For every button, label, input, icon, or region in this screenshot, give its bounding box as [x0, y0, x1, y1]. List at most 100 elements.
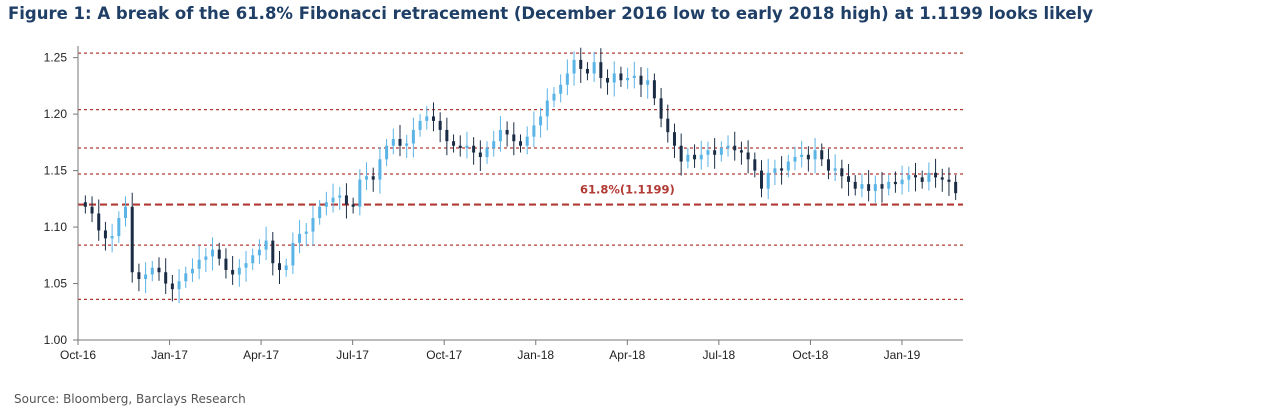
candle-body	[592, 62, 596, 74]
candle-body	[418, 120, 422, 130]
candle-body	[324, 202, 328, 207]
candle-body	[298, 233, 302, 243]
candle-body	[679, 145, 683, 162]
candle-body	[893, 181, 897, 185]
candle-body	[853, 181, 857, 189]
candle-body	[438, 120, 442, 130]
chart-title: Figure 1: A break of the 61.8% Fibonacci…	[8, 4, 1093, 23]
candle-body	[425, 116, 429, 121]
x-axis: Oct-16 Jan-17 Apr-17 Jul-17 Oct-17 Jan-18 Apr-…	[60, 339, 963, 362]
candle-body	[632, 75, 636, 78]
candle-body	[498, 129, 502, 142]
y-tick-label: 1.25	[44, 51, 68, 65]
fibonacci-levels: 61.8%(1.1199)	[78, 52, 963, 300]
candle-body	[579, 59, 583, 69]
candle-body	[626, 77, 630, 81]
candle-body	[371, 176, 375, 180]
candle-body	[666, 118, 670, 133]
candle-body	[766, 172, 770, 189]
candle-body	[733, 145, 737, 151]
candle-body	[83, 202, 87, 207]
candle-body	[505, 129, 509, 135]
candle-body	[237, 267, 241, 275]
candle-body	[599, 62, 603, 78]
source-note: Source: Bloomberg, Barclays Research	[14, 392, 246, 406]
candle-body	[465, 145, 469, 148]
candle-body	[806, 154, 810, 160]
candle-body	[431, 116, 435, 121]
candle-body	[385, 145, 389, 160]
candle-body	[753, 159, 757, 171]
candle-body	[492, 141, 496, 148]
fib-level-label: 61.8%(1.1199)	[580, 183, 675, 197]
candle-body	[184, 273, 188, 282]
candle-body	[913, 175, 917, 178]
candle-body	[746, 152, 750, 160]
y-tick-label: 1.10	[44, 220, 68, 234]
candle-body	[572, 59, 576, 74]
x-tick-label: Jul-17	[336, 348, 369, 362]
candle-body	[311, 218, 315, 232]
candle-body	[291, 242, 295, 266]
candle-body	[920, 177, 924, 182]
candle-body	[833, 168, 837, 171]
candle-body	[452, 141, 456, 146]
candle-body	[445, 129, 449, 142]
candle-body	[860, 184, 864, 189]
candle-body	[693, 154, 697, 160]
candle-body	[378, 159, 382, 180]
candle-body	[947, 179, 951, 182]
y-tick-label: 1.05	[44, 277, 68, 291]
candle-body	[117, 218, 121, 237]
candle-body	[304, 231, 308, 234]
candle-body	[525, 136, 529, 146]
candle-body	[619, 73, 623, 81]
candle-body	[800, 154, 804, 158]
x-tick-label: Oct-16	[60, 348, 96, 362]
x-tick-label: Jul-18	[703, 348, 736, 362]
candlestick-series	[83, 47, 958, 304]
candle-body	[351, 204, 355, 207]
candle-body	[559, 84, 563, 94]
candle-body	[344, 195, 348, 205]
candle-body	[365, 176, 369, 180]
candle-body	[672, 132, 676, 146]
candle-body	[331, 197, 335, 203]
candle-body	[257, 249, 261, 256]
candle-body	[686, 154, 690, 162]
candle-body	[847, 176, 851, 182]
candle-body	[954, 181, 958, 194]
candle-body	[532, 125, 536, 137]
candle-body	[652, 80, 656, 99]
x-tick-label: Oct-17	[426, 348, 462, 362]
candle-body	[512, 134, 516, 142]
candle-body	[539, 116, 543, 126]
y-axis: 1.00 1.05 1.10 1.15 1.20 1.25	[44, 46, 79, 347]
candle-body	[90, 206, 94, 214]
candle-body	[518, 141, 523, 146]
x-tick-label: Jan-18	[517, 348, 554, 362]
candle-body	[726, 145, 730, 148]
candle-body	[927, 172, 931, 182]
candle-body	[900, 179, 904, 185]
candle-body	[485, 148, 489, 158]
candle-body	[124, 206, 128, 219]
candle-body	[478, 152, 482, 158]
candle-body	[271, 240, 275, 264]
candle-body	[284, 265, 288, 270]
candle-body	[137, 272, 141, 280]
candle-body	[719, 148, 723, 155]
candle-body	[826, 159, 830, 171]
candle-body	[612, 73, 616, 83]
candle-body	[646, 80, 650, 85]
candle-body	[813, 150, 817, 160]
candle-body	[713, 150, 717, 155]
candle-body	[411, 129, 415, 144]
candle-body	[277, 263, 281, 270]
y-tick-label: 1.15	[44, 164, 68, 178]
candle-body	[211, 249, 215, 257]
candle-body	[244, 263, 248, 268]
candle-body	[318, 206, 322, 219]
candle-body	[170, 283, 174, 290]
x-tick-label: Oct-18	[792, 348, 828, 362]
